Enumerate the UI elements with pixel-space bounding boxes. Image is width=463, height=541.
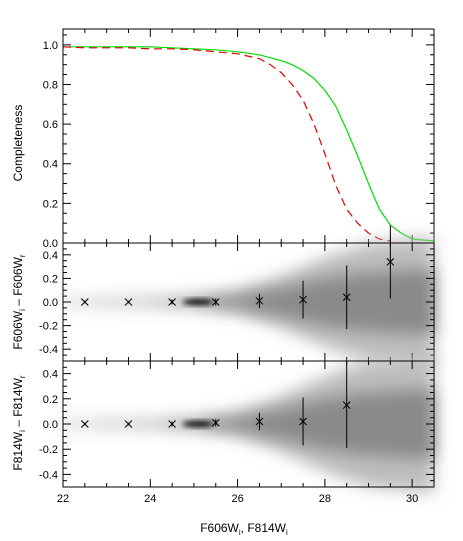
x-tick-label: 28 xyxy=(319,493,331,505)
f814w-tick-labels: -0.4 -0.2 0.0 0.2 0.4 22 24 26 28 30 xyxy=(39,369,418,505)
x-tick-label: 22 xyxy=(57,493,69,505)
y-tick-label: -0.4 xyxy=(39,469,58,481)
x-tick-label: 24 xyxy=(144,493,156,505)
x-marker xyxy=(124,420,133,428)
x-axis-label: F606Wi, F814Wi xyxy=(200,521,288,537)
x-tick-label: 30 xyxy=(406,493,418,505)
f606w-markers xyxy=(80,225,395,330)
y-tick-label: 0.0 xyxy=(43,238,58,250)
x-marker xyxy=(124,298,133,306)
f606w-density-cloud xyxy=(63,237,434,367)
y-tick-label: 0.0 xyxy=(43,419,58,431)
f814w-density-cloud xyxy=(63,354,434,494)
y-tick-label: -0.2 xyxy=(39,321,58,333)
x-marker xyxy=(211,298,220,306)
y-tick-label: 0.2 xyxy=(43,394,58,406)
x-marker xyxy=(386,258,395,266)
y-tick-label: 1.0 xyxy=(43,40,58,52)
x-marker xyxy=(211,418,220,427)
x-marker xyxy=(299,417,307,426)
f814w-ticks xyxy=(62,360,435,488)
x-marker xyxy=(168,420,176,428)
f814w-frame xyxy=(62,360,435,488)
completeness-series-line xyxy=(63,46,435,242)
completeness-ticks xyxy=(62,29,435,244)
y-tick-label: 0.4 xyxy=(43,250,58,262)
completeness-lines xyxy=(62,46,435,242)
f814w-markers xyxy=(80,362,351,448)
x-marker xyxy=(80,420,89,428)
x-marker xyxy=(299,295,307,304)
y-tick-label: 0.6 xyxy=(43,119,58,131)
x-marker xyxy=(255,296,264,305)
x-marker xyxy=(342,401,351,409)
y-tick-label: 0.4 xyxy=(43,159,58,171)
f606w-panel: -0.4 -0.2 0.0 0.2 0.4 F606Wi – F606Wr xyxy=(11,225,435,367)
y-tick-label: 0.8 xyxy=(43,79,58,91)
y-tick-label: -0.4 xyxy=(39,344,58,356)
completeness-tick-labels: 0.0 0.2 0.4 0.6 0.8 1.0 xyxy=(43,40,58,250)
y-tick-label: 0.4 xyxy=(43,369,58,381)
f814w-panel: -0.4 -0.2 0.0 0.2 0.4 22 24 26 28 30 F814Wi – F81… xyxy=(11,354,435,537)
x-marker xyxy=(80,298,89,306)
x-marker xyxy=(255,417,264,426)
density-peak xyxy=(182,421,215,427)
completeness-series-line xyxy=(62,46,391,242)
completeness-frame xyxy=(62,28,435,244)
x-tick-label: 26 xyxy=(231,493,243,505)
y-tick-label: 0.2 xyxy=(43,198,58,210)
y-tick-label: 0.2 xyxy=(43,273,58,285)
density-peak xyxy=(182,299,215,305)
completeness-panel: 0.0 0.2 0.4 0.6 0.8 1.0 Completeness xyxy=(11,28,435,250)
f606w-ylabel: F606Wi – F606Wr xyxy=(11,254,27,350)
y-tick-label: 0.0 xyxy=(43,297,58,309)
completeness-ylabel: Completeness xyxy=(11,105,25,182)
f606w-tick-labels: -0.4 -0.2 0.0 0.2 0.4 xyxy=(39,250,58,356)
x-marker xyxy=(342,293,351,302)
x-marker xyxy=(168,298,176,306)
y-tick-label: -0.2 xyxy=(39,444,58,456)
f814w-ylabel: F814Wi – F814Wr xyxy=(11,375,27,471)
